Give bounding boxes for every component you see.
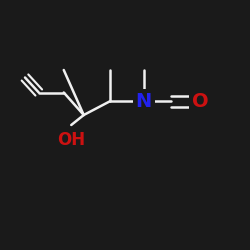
Text: O: O [192, 92, 208, 111]
Text: N: N [136, 92, 152, 111]
Text: OH: OH [57, 131, 85, 149]
